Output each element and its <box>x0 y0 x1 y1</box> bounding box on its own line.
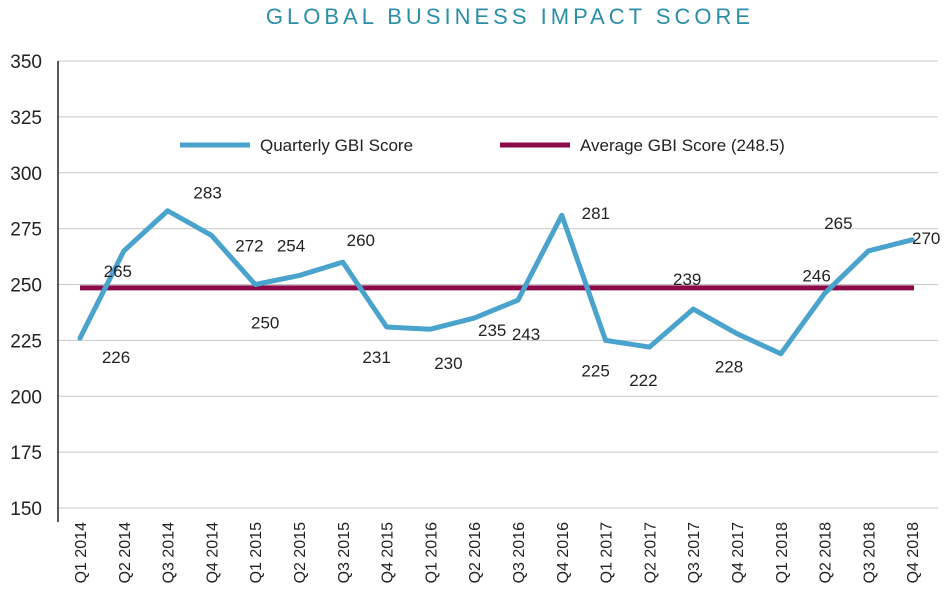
x-tick-label: Q2 2015 <box>292 522 309 583</box>
y-tick-label: 325 <box>10 108 42 129</box>
x-tick-label: Q2 2017 <box>642 522 659 583</box>
data-label: 270 <box>912 229 940 248</box>
x-tick-label: Q4 2017 <box>730 522 747 583</box>
x-tick-label: Q3 2017 <box>686 522 703 583</box>
data-label: 231 <box>362 348 390 367</box>
data-label: 254 <box>277 237 305 256</box>
y-tick-label: 300 <box>10 164 42 185</box>
x-axis: Q1 2014 Q2 2014 Q3 2014 Q4 2014 Q1 2015 Q2 20… <box>73 522 922 583</box>
x-tick-label: Q4 2014 <box>204 522 221 583</box>
y-axis: 150 175 200 225 250 275 300 325 350 <box>10 52 59 522</box>
x-tick-label: Q2 2018 <box>818 522 835 583</box>
x-tick-label: Q4 2016 <box>555 522 572 583</box>
x-tick-label: Q4 2018 <box>905 522 922 583</box>
data-label: 225 <box>581 361 609 380</box>
x-tick-label: Q1 2017 <box>599 522 616 583</box>
y-tick-label: 200 <box>10 387 42 408</box>
y-tick-label: 275 <box>10 220 42 241</box>
x-tick-label: Q3 2016 <box>511 522 528 583</box>
data-label: 222 <box>629 371 657 390</box>
data-label: 228 <box>715 358 743 377</box>
data-labels: 226 265 283 272 250 254 260 231 230 235 243 281 225 2… <box>102 184 941 390</box>
data-label: 239 <box>673 270 701 289</box>
chart-title: GLOBAL BUSINESS IMPACT SCORE <box>265 4 755 29</box>
x-tick-label: Q3 2015 <box>336 522 353 583</box>
x-tick-label: Q2 2016 <box>467 522 484 583</box>
y-tick-label: 250 <box>10 276 42 297</box>
y-tick-label: 350 <box>10 52 42 73</box>
y-tick-label: 175 <box>10 443 42 464</box>
series-group <box>77 208 915 357</box>
legend-label-quarterly: Quarterly GBI Score <box>260 136 413 155</box>
x-tick-label: Q2 2014 <box>117 522 134 583</box>
gridlines <box>58 60 938 509</box>
x-tick-label: Q3 2014 <box>161 522 178 583</box>
legend-label-average: Average GBI Score (248.5) <box>580 136 785 155</box>
data-label: 226 <box>102 348 130 367</box>
legend: Quarterly GBI Score Average GBI Score (24… <box>180 136 785 155</box>
x-tick-label: Q1 2016 <box>423 522 440 583</box>
data-label: 230 <box>434 354 462 373</box>
data-label: 283 <box>193 184 221 203</box>
x-tick-label: Q4 2015 <box>380 522 397 583</box>
x-tick-label: Q1 2014 <box>73 522 90 583</box>
data-label: 260 <box>347 231 375 250</box>
quarterly-line <box>77 208 915 357</box>
y-tick-label: 150 <box>10 499 42 520</box>
data-label: 246 <box>802 266 830 285</box>
x-tick-label: Q1 2018 <box>774 522 791 583</box>
x-tick-label: Q1 2015 <box>248 522 265 583</box>
data-label: 235 <box>478 321 506 340</box>
y-tick-label: 225 <box>10 331 42 352</box>
data-label: 243 <box>512 325 540 344</box>
x-tick-label: Q3 2018 <box>861 522 878 583</box>
data-label: 281 <box>582 204 610 223</box>
data-label: 265 <box>104 262 132 281</box>
data-label: 265 <box>824 214 852 233</box>
data-label: 250 <box>251 314 279 333</box>
data-label: 272 <box>235 236 263 255</box>
